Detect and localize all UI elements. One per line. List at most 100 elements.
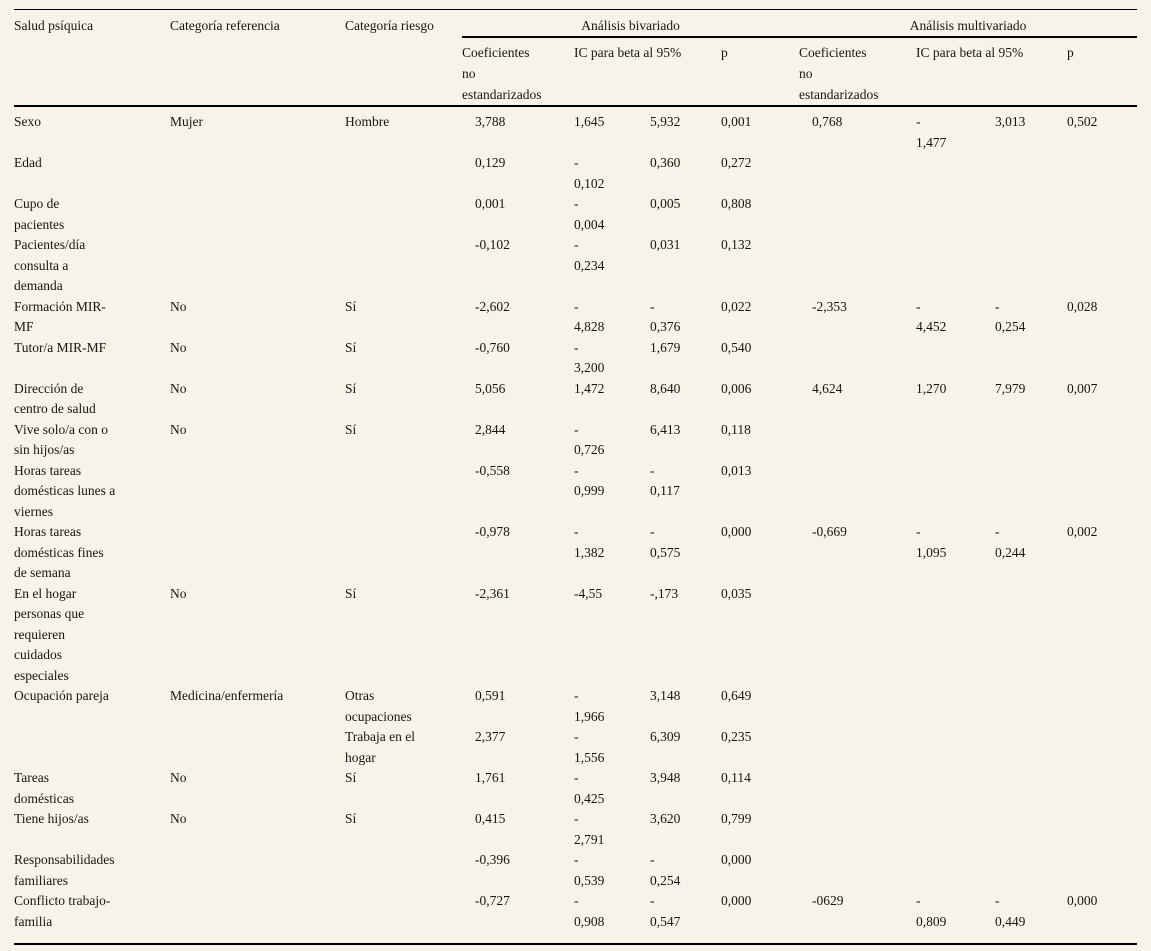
cell-multivariate-coefficient	[799, 686, 916, 727]
cell-bivariate-ic-upper: - 0,117	[650, 462, 680, 499]
cell-risk-category: Sí	[345, 770, 357, 785]
cell-bivariate-coefficient: -0,727	[475, 893, 510, 908]
cell-multivariate-ic-lower	[916, 809, 995, 850]
cell-multivariate-p	[1067, 338, 1137, 379]
table-row: Responsabilidades familiares -0,396 - 0,53…	[14, 850, 1137, 891]
cell-bivariate-ic-upper: - 0,254	[650, 852, 681, 888]
cell-multivariate-ic-upper	[995, 194, 1067, 235]
cell-bivariate-ic-upper: 3,148	[650, 688, 681, 703]
cell-reference-category: No	[170, 421, 187, 437]
cell-bivariate-p: 0,540	[721, 339, 752, 355]
cell-bivariate-ic-lower: - 0,908	[574, 893, 605, 929]
cell-multivariate-p: 0,028	[1067, 298, 1098, 314]
regression-table: Salud psíquica Categoría referencia Cate…	[14, 9, 1138, 945]
cell-bivariate-p: 0,649	[721, 688, 752, 703]
cell-multivariate-coefficient	[799, 727, 916, 768]
cell-bivariate-ic-lower: - 0,999	[574, 462, 605, 499]
col-header-bivariate-p: p	[721, 37, 800, 107]
cell-multivariate-p	[1067, 461, 1137, 523]
cell-multivariate-ic-upper: 3,013	[995, 114, 1026, 129]
cell-bivariate-ic-lower: - 0,004	[574, 196, 605, 232]
table-row: Sexo Mujer Hombre 3,788 1,645 5,932 0,001 0,768…	[14, 106, 1137, 153]
cell-bivariate-p: 0,022	[721, 298, 752, 314]
cell-bivariate-ic-upper: 3,948	[650, 770, 681, 785]
cell-multivariate-coefficient: 4,624	[812, 380, 843, 396]
cell-multivariate-p: 0,502	[1067, 114, 1098, 129]
cell-multivariate-coefficient	[799, 809, 916, 850]
cell-multivariate-p	[1067, 194, 1137, 235]
cell-bivariate-coefficient: -2,361	[475, 585, 510, 601]
cell-bivariate-ic-upper: 0,360	[650, 155, 681, 170]
table-row: En el hogar personas que requieren cuida…	[14, 584, 1137, 687]
col-header-risk-category: Categoría riesgo	[345, 9, 462, 107]
cell-risk-category: Otras ocupaciones	[345, 688, 412, 724]
cell-multivariate-p: 0,000	[1067, 893, 1098, 908]
col-header-variable: Salud psíquica	[14, 9, 170, 107]
table-row: Tutor/a MIR-MF No Sí -0,760 - 3,200 1,679 0,54…	[14, 338, 1137, 379]
cell-bivariate-ic-lower: - 0,726	[574, 421, 605, 458]
cell-risk-category	[345, 194, 462, 235]
cell-risk-category	[345, 891, 462, 944]
cell-multivariate-ic-lower	[916, 461, 995, 523]
cell-multivariate-ic-upper	[995, 850, 1067, 891]
cell-multivariate-coefficient	[799, 420, 916, 461]
cell-variable: Formación MIR- MF	[14, 298, 106, 335]
cell-reference-category: No	[170, 770, 187, 785]
cell-bivariate-ic-lower: - 1,966	[574, 688, 605, 724]
header-group-row: Salud psíquica Categoría referencia Cate…	[14, 9, 1138, 107]
cell-bivariate-ic-lower: - 0,539	[574, 852, 605, 888]
cell-reference-category	[170, 891, 345, 944]
cell-bivariate-coefficient: 2,377	[475, 729, 506, 744]
col-header-multivariate-p: p	[1067, 37, 1138, 107]
cell-multivariate-ic-lower: - 1,095	[916, 524, 947, 560]
cell-multivariate-ic-lower	[916, 850, 995, 891]
cell-multivariate-ic-lower	[916, 727, 995, 768]
cell-multivariate-ic-lower	[916, 338, 995, 379]
col-header-bivariate-coefficients: Coeficientes no estandarizados	[462, 37, 574, 107]
cell-reference-category: No	[170, 811, 187, 826]
cell-risk-category: Trabaja en el hogar	[345, 729, 415, 765]
cell-bivariate-ic-lower: - 2,791	[574, 811, 605, 847]
cell-bivariate-ic-upper: 8,640	[650, 380, 681, 396]
cell-variable: Tutor/a MIR-MF	[14, 339, 107, 355]
cell-multivariate-p	[1067, 809, 1137, 850]
cell-multivariate-p: 0,002	[1067, 524, 1098, 539]
cell-multivariate-ic-lower: - 0,809	[916, 893, 947, 929]
cell-variable: Dirección de centro de salud	[14, 380, 96, 417]
table-body: Sexo Mujer Hombre 3,788 1,645 5,932 0,001 0,768…	[14, 106, 1137, 944]
cell-bivariate-ic-upper: 3,620	[650, 811, 681, 826]
cell-variable: Tareas domésticas	[14, 770, 74, 806]
cell-bivariate-ic-lower: - 3,200	[574, 339, 605, 376]
table-row: Cupo de pacientes 0,001 - 0,004 0,005 0,808	[14, 194, 1137, 235]
cell-multivariate-coefficient: -2,353	[812, 298, 847, 314]
group-header-bivariate: Análisis bivariado	[462, 9, 800, 38]
cell-risk-category: Sí	[345, 585, 357, 601]
col-header-multivariate-ic95: IC para beta al 95%	[916, 37, 1068, 107]
cell-risk-category: Sí	[345, 421, 357, 437]
cell-risk-category	[345, 850, 462, 891]
cell-bivariate-coefficient: -2,602	[475, 298, 510, 314]
table-row: Edad 0,129 - 0,102 0,360 0,272	[14, 153, 1137, 194]
cell-variable: Vive solo/a con o sin hijos/as	[14, 421, 109, 458]
cell-multivariate-ic-upper	[995, 768, 1067, 809]
cell-reference-category	[170, 727, 345, 768]
cell-bivariate-p: 0,001	[721, 114, 752, 129]
cell-bivariate-p: 0,006	[721, 380, 752, 396]
cell-multivariate-ic-upper: - 0,449	[995, 893, 1026, 929]
cell-reference-category: No	[170, 585, 187, 601]
cell-bivariate-coefficient: -0,558	[475, 462, 510, 478]
cell-variable: Edad	[14, 155, 42, 170]
cell-bivariate-ic-lower: - 4,828	[574, 298, 605, 335]
cell-multivariate-ic-upper: 7,979	[995, 380, 1026, 396]
group-header-multivariate: Análisis multivariado	[799, 9, 1138, 38]
cell-multivariate-ic-lower: - 1,477	[916, 114, 947, 150]
cell-multivariate-ic-lower	[916, 235, 995, 297]
cell-risk-category: Sí	[345, 811, 357, 826]
cell-bivariate-p: 0,000	[721, 852, 752, 867]
cell-reference-category	[170, 461, 345, 523]
cell-multivariate-ic-upper	[995, 584, 1067, 687]
cell-multivariate-ic-lower	[916, 194, 995, 235]
cell-bivariate-p: 0,132	[721, 237, 752, 252]
cell-variable: En el hogar personas que requieren cuida…	[14, 585, 85, 683]
